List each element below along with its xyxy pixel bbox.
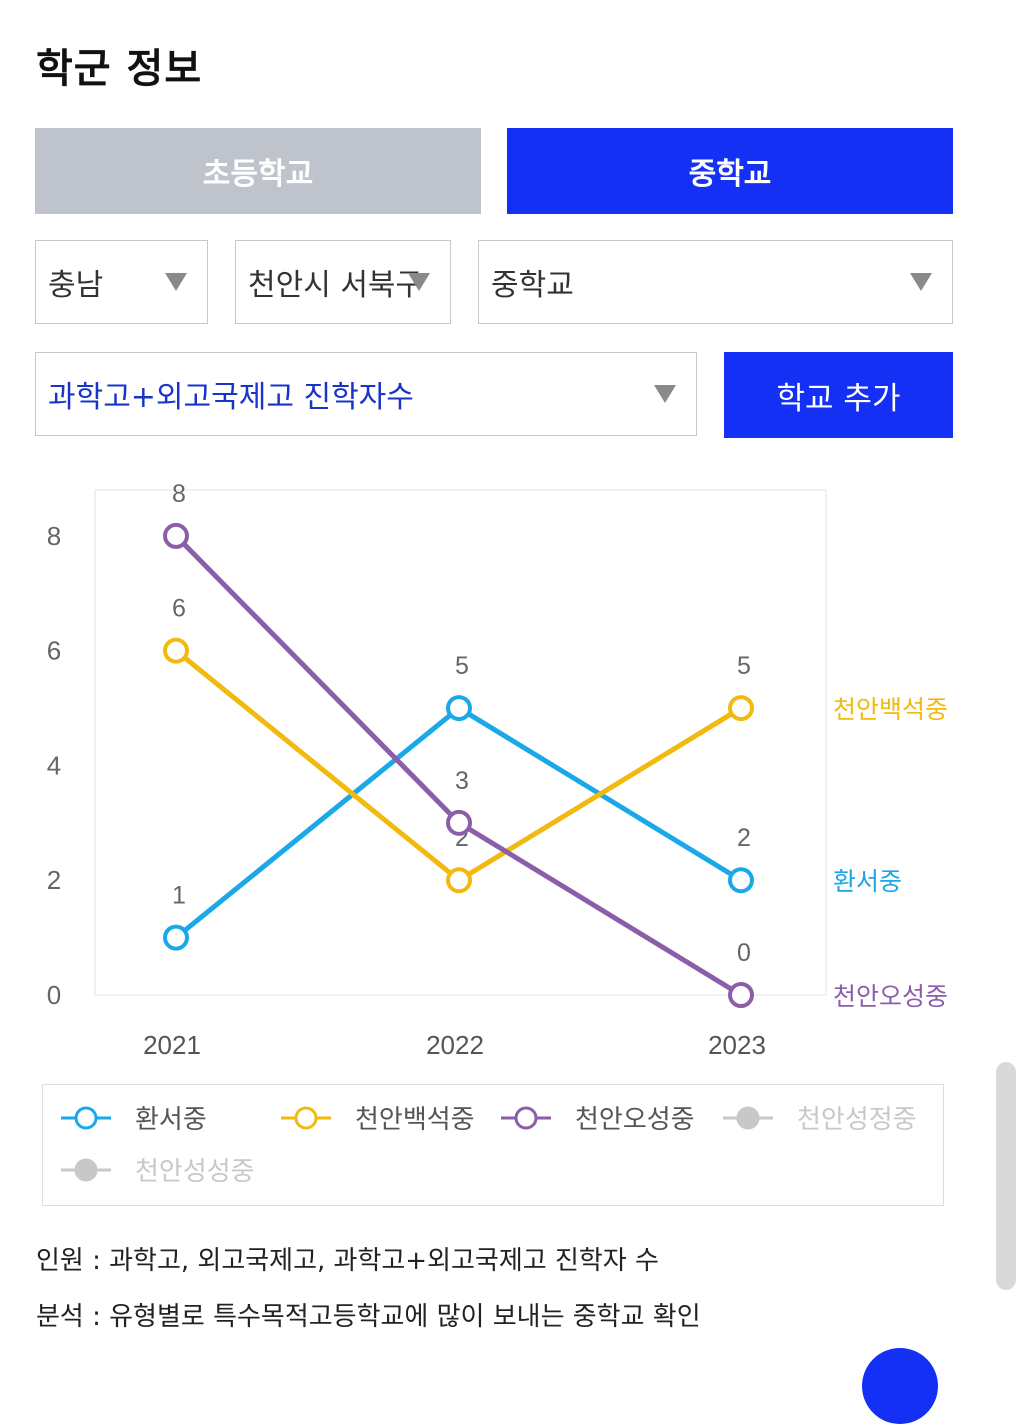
x-tick-label: 2023	[708, 1030, 766, 1060]
data-point	[163, 924, 189, 951]
data-label: 1	[172, 882, 186, 910]
province-select[interactable]: 충남	[35, 240, 208, 324]
data-point	[446, 867, 472, 894]
x-tick-label: 2021	[143, 1030, 201, 1060]
y-tick-label: 2	[47, 865, 61, 895]
legend-marker-icon	[281, 1106, 331, 1129]
province-select-value: 충남	[48, 268, 104, 303]
legend-item-label: 천안백석중	[355, 1105, 475, 1135]
y-tick-label: 0	[47, 980, 61, 1010]
data-point	[728, 982, 754, 1008]
city-select[interactable]: 천안시 서북구	[235, 240, 451, 324]
dropdown-arrow-icon	[165, 273, 187, 291]
data-point	[446, 695, 472, 722]
legend-marker-icon	[61, 1106, 111, 1129]
series-end-label: 천안오성중	[833, 982, 948, 1011]
data-label: 5	[737, 652, 751, 680]
school-level-select[interactable]: 중학교	[478, 240, 953, 324]
series-end-label: 천안백석중	[833, 695, 948, 724]
data-label: 8	[172, 480, 186, 508]
legend-item[interactable]: 환서중	[59, 1099, 207, 1136]
legend-marker-icon	[723, 1106, 773, 1129]
data-point	[446, 809, 472, 836]
data-label: 0	[737, 939, 751, 967]
tab-middle-school[interactable]: 중학교	[507, 128, 953, 214]
tab-elementary[interactable]: 초등학교	[35, 128, 481, 214]
y-tick-label: 8	[47, 521, 61, 551]
legend-item-label: 천안오성중	[575, 1105, 695, 1135]
data-label: 5	[455, 652, 469, 680]
analysis-note: 분석 : 유형별로 특수목적고등학교에 많이 보내는 중학교 확인	[36, 1302, 701, 1332]
data-point	[728, 695, 754, 722]
city-select-value: 천안시 서북구	[248, 268, 424, 303]
legend-item[interactable]: 천안성정중	[721, 1099, 917, 1136]
legend-item[interactable]: 천안성성중	[59, 1151, 255, 1188]
y-tick-label: 4	[47, 750, 61, 780]
x-tick-label: 2022	[426, 1030, 484, 1060]
data-point	[728, 867, 754, 894]
y-tick-label: 6	[47, 636, 61, 666]
data-point	[163, 522, 189, 549]
legend-item[interactable]: 천안백석중	[279, 1099, 475, 1136]
add-school-button[interactable]: 학교 추가	[724, 352, 953, 438]
legend-item[interactable]: 천안오성중	[499, 1099, 695, 1136]
dropdown-arrow-icon	[654, 385, 676, 403]
page-title: 학군 정보	[36, 46, 203, 92]
legend-item-label: 천안성정중	[797, 1105, 917, 1135]
dropdown-arrow-icon	[910, 273, 932, 291]
data-label: 2	[737, 824, 751, 852]
personnel-note: 인원 : 과학고, 외고국제고, 과학고+외고국제고 진학자 수	[36, 1246, 659, 1276]
series-end-label: 환서중	[833, 867, 902, 896]
legend-marker-icon	[61, 1158, 111, 1181]
data-label: 3	[455, 767, 469, 795]
legend-marker-icon	[501, 1106, 551, 1129]
metric-select-value: 과학고+외고국제고 진학자수	[48, 380, 414, 415]
dropdown-arrow-icon	[408, 273, 430, 291]
metric-select[interactable]: 과학고+외고국제고 진학자수	[35, 352, 697, 436]
data-point	[163, 637, 189, 664]
legend-item-label: 환서중	[135, 1105, 207, 1135]
school-level-select-value: 중학교	[491, 268, 574, 303]
floating-action-button[interactable]	[862, 1348, 938, 1424]
legend-item-label: 천안성성중	[135, 1157, 255, 1187]
data-label: 6	[172, 595, 186, 623]
scrollbar[interactable]	[996, 1062, 1016, 1290]
